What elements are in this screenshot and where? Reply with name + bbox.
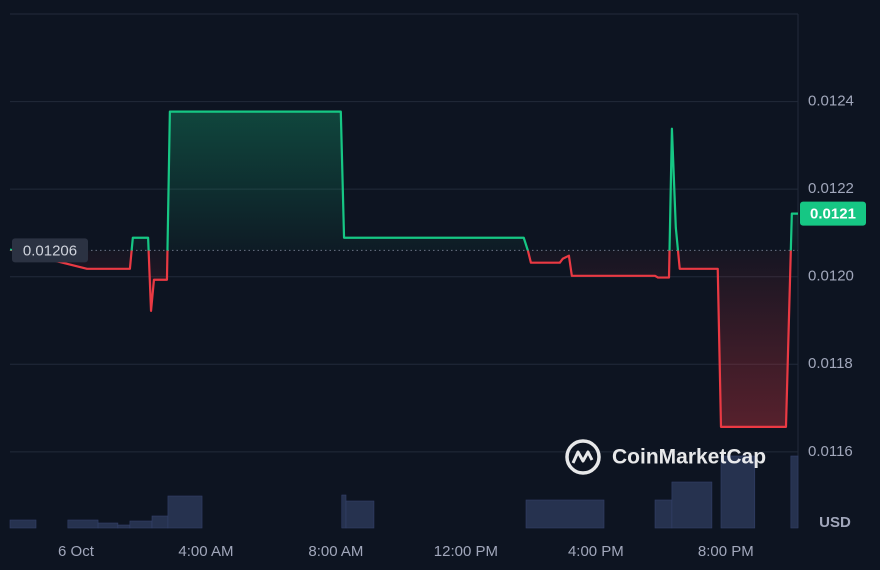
y-tick-label: 0.0124	[808, 93, 854, 110]
last-value-label: 0.0121	[810, 206, 856, 223]
volume-bar	[341, 494, 347, 529]
x-tick-label: 8:00 AM	[308, 543, 363, 560]
x-tick-label: 12:00 PM	[434, 543, 498, 560]
volume-bar	[525, 499, 605, 529]
volume-bar	[117, 524, 131, 529]
baseline-label-box	[12, 238, 88, 263]
volume-bar	[671, 481, 713, 529]
watermark-logo-mark	[571, 450, 594, 464]
volume-bar	[9, 519, 37, 529]
x-tick-label: 8:00 PM	[698, 543, 754, 560]
price-area	[10, 111, 798, 427]
volume-bar	[790, 455, 799, 529]
y-tick-label: 0.0120	[808, 268, 854, 285]
currency-label: USD	[819, 514, 851, 531]
volume-bar	[654, 499, 673, 529]
volume-bar	[345, 500, 375, 529]
x-tick-label: 6 Oct	[58, 543, 95, 560]
x-tick-label: 4:00 PM	[568, 543, 624, 560]
volume-bar	[720, 455, 756, 529]
y-tick-label: 0.0122	[808, 180, 854, 197]
price-line	[9, 110, 798, 428]
x-tick-label: 4:00 AM	[178, 543, 233, 560]
y-tick-label: 0.0116	[808, 443, 853, 460]
baseline-label: 0.01206	[23, 242, 77, 259]
volume-bar	[151, 515, 169, 529]
last-value-box	[800, 201, 866, 226]
watermark: CoinMarketCap	[565, 439, 766, 475]
volume-bar	[97, 522, 119, 529]
watermark-text: CoinMarketCap	[612, 446, 766, 469]
volume-bar	[129, 520, 153, 529]
volume-bar	[167, 495, 203, 529]
watermark-logo	[565, 439, 601, 475]
volume-bar	[67, 519, 99, 529]
y-tick-label: 0.0118	[808, 355, 853, 372]
